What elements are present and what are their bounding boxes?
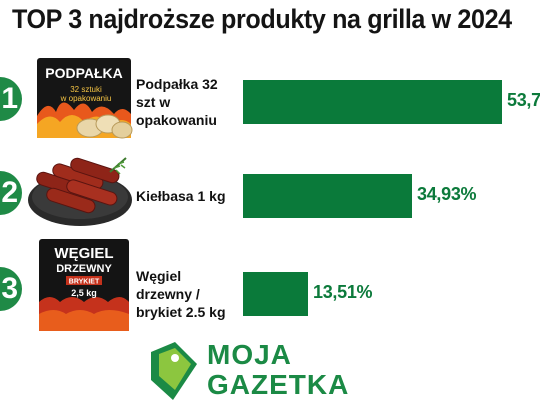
svg-text:DRZEWNY: DRZEWNY: [56, 263, 112, 275]
chart-title: TOP 3 najdroższe produkty na grilla w 20…: [12, 4, 512, 34]
value-label-3: 13,51%: [313, 282, 373, 302]
brand-logo: MOJA GAZETKA: [145, 338, 395, 404]
rank-badge-3: 3: [0, 267, 22, 311]
value-label-1: 53,7: [507, 90, 540, 110]
category-label-1: Podpałka 32 szt w opakowaniu: [136, 76, 218, 128]
sausages-icon: [26, 150, 134, 230]
logo-text-line1: MOJA: [207, 339, 292, 370]
svg-text:BRYKIET: BRYKIET: [69, 279, 100, 286]
svg-text:32 sztuki: 32 sztuki: [70, 85, 102, 94]
bar-1: [243, 80, 502, 124]
svg-text:PODPAŁKA: PODPAŁKA: [45, 65, 123, 81]
rank-badge-2: 2: [0, 171, 22, 215]
rank-badge-1: 1: [0, 77, 22, 121]
category-label-3: Węgiel drzewny / brykiet 2.5 kg: [136, 268, 226, 320]
value-label-2: 34,93%: [417, 184, 477, 204]
price-tag-icon: [151, 342, 197, 400]
bar-3: [243, 272, 308, 316]
bar-2: [243, 174, 412, 218]
svg-text:w opakowaniu: w opakowaniu: [60, 94, 112, 103]
logo-text-line2: GAZETKA: [207, 369, 350, 400]
svg-text:WĘGIEL: WĘGIEL: [54, 245, 113, 262]
svg-text:2,5 kg: 2,5 kg: [71, 288, 97, 298]
firelighter-box-icon: PODPAŁKA 32 sztuki w opakowaniu: [34, 56, 134, 142]
category-label-2: Kiełbasa 1 kg: [136, 188, 226, 204]
charcoal-bag-icon: WĘGIEL DRZEWNY BRYKIET 2,5 kg: [36, 236, 132, 334]
